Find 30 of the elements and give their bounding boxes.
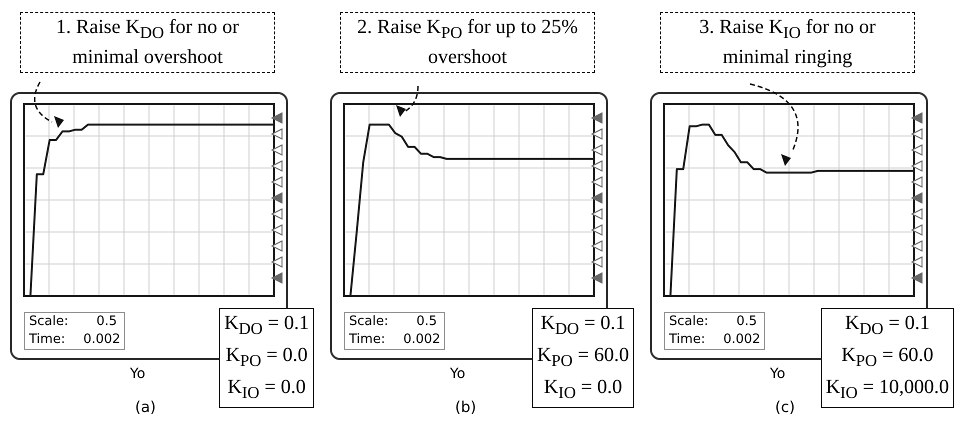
text: K$_{IO}$ = 0.0 — [542, 375, 624, 404]
text: 0.002 — [723, 332, 760, 347]
text: Time: — [349, 332, 386, 347]
text: Scale: — [29, 314, 68, 329]
text: K$_{PO}$ = 60.0 — [840, 343, 934, 372]
text: K$_{IO}$ = 10,000.0 — [826, 375, 949, 404]
text: Time: — [29, 332, 66, 347]
text: 2. Raise K$_{PO}$ for up to 25% overshoot — [340, 12, 595, 73]
text: 1. Raise K$_{DO}$ for no or minimal overshoot — [20, 12, 275, 73]
text: K$_{DO}$ = 0.1 — [844, 311, 931, 340]
text: Scale: — [349, 314, 388, 329]
text: Yo — [130, 366, 146, 382]
text: K$_{IO}$ = 0.0 — [226, 375, 307, 404]
text: Yo — [450, 366, 466, 382]
text: 0.5 — [416, 314, 438, 329]
text: K$_{DO}$ = 0.1 — [540, 311, 626, 340]
text: (c) — [775, 398, 795, 416]
text: 0.002 — [83, 332, 120, 347]
text: K$_{PO}$ = 0.0 — [224, 343, 309, 372]
text: (a) — [135, 398, 156, 416]
text: K$_{PO}$ = 60.0 — [536, 343, 629, 372]
text: 3. Raise K$_{IO}$ for no or minimal ringing — [660, 12, 915, 73]
text: 0.002 — [403, 332, 440, 347]
text: 0.5 — [96, 314, 118, 329]
text: 0.5 — [736, 314, 758, 329]
text: K$_{DO}$ = 0.1 — [224, 311, 309, 340]
text: Yo — [770, 366, 786, 382]
text: Time: — [669, 332, 706, 347]
text: Scale: — [669, 314, 708, 329]
text: (b) — [455, 398, 476, 416]
